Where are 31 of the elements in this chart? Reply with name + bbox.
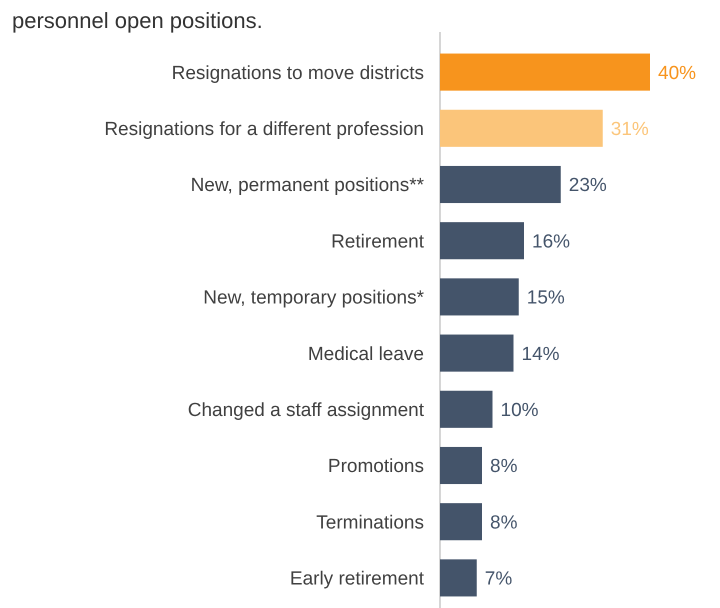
y-tick-label: Terminations — [316, 512, 424, 534]
bar — [440, 222, 524, 260]
bar — [440, 110, 603, 147]
y-tick-label: New, temporary positions* — [203, 288, 425, 309]
y-tick-label: Medical leave — [308, 344, 424, 365]
bar — [440, 390, 492, 428]
data-label: 14% — [522, 344, 560, 365]
bar — [440, 278, 519, 316]
data-label: 31% — [610, 118, 649, 140]
text: personnel open positions. — [12, 8, 263, 33]
y-tick-label: New, permanent positions** — [190, 175, 425, 196]
bar — [440, 166, 561, 204]
bar — [440, 503, 482, 540]
data-label: 23% — [568, 175, 607, 196]
y-tick-label: Retirement — [331, 231, 425, 252]
y-tick-label: Promotions — [328, 456, 424, 478]
y-tick-label: Changed a staff assignment — [188, 400, 425, 421]
y-tick-label: Resignations to move districts — [172, 62, 424, 84]
data-label: 15% — [526, 288, 565, 309]
data-label: 8% — [490, 456, 518, 478]
y-tick-label: Resignations for a different profession — [104, 118, 424, 140]
data-label: 8% — [490, 512, 518, 534]
data-label: 16% — [532, 231, 570, 252]
data-label: 40% — [658, 62, 696, 84]
data-label: 7% — [484, 568, 512, 590]
y-tick-label: Early retirement — [290, 568, 425, 590]
bar — [440, 446, 482, 484]
bar — [440, 334, 514, 372]
data-label: 10% — [500, 400, 539, 421]
bar — [440, 54, 650, 91]
bar — [440, 559, 477, 596]
